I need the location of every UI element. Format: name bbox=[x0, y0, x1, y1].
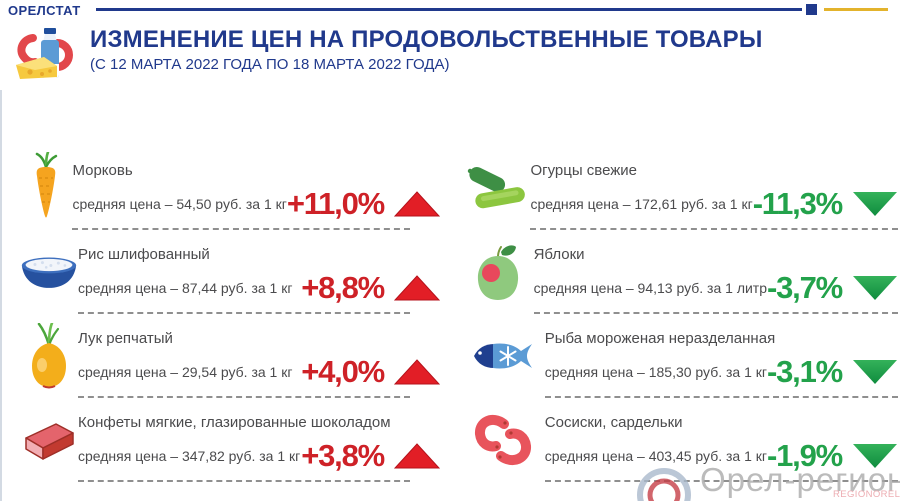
sausage-icon bbox=[462, 398, 545, 482]
cucumber-icon bbox=[462, 146, 530, 230]
trend-down-icon bbox=[852, 359, 898, 385]
product-row-rice: Рис шлифованный средняя цена – 87,44 руб… bbox=[20, 230, 440, 314]
column-price-up: Морковь средняя цена – 54,50 руб. за 1 к… bbox=[20, 146, 440, 482]
product-price: средняя цена – 94,13 руб. за 1 литр bbox=[533, 280, 768, 296]
price-change-value: -3,7% bbox=[767, 270, 843, 305]
product-name: Рыба мороженая неразделанная bbox=[544, 330, 776, 347]
dashed-separator bbox=[78, 396, 410, 398]
food-basket-icon bbox=[14, 24, 74, 87]
header-rule-gold bbox=[824, 8, 888, 11]
product-price: средняя цена – 54,50 руб. за 1 кг bbox=[72, 196, 287, 212]
price-change-value: -3,1% bbox=[767, 354, 843, 389]
product-name: Рис шлифованный bbox=[78, 246, 210, 263]
trend-up-icon bbox=[394, 275, 440, 301]
product-row-candy: Конфеты мягкие, глазированные шоколадом … bbox=[20, 398, 440, 482]
price-change-value: +4,0% bbox=[301, 354, 385, 389]
trend-down-icon bbox=[852, 443, 898, 469]
trend-up-icon bbox=[394, 443, 440, 469]
product-price: средняя цена – 347,82 руб. за 1 кг bbox=[78, 448, 301, 464]
product-name: Огурцы свежие bbox=[530, 162, 638, 179]
carrot-icon bbox=[20, 146, 72, 230]
product-row-onion: Лук репчатый средняя цена – 29,54 руб. з… bbox=[20, 314, 440, 398]
price-change-value: -1,9% bbox=[767, 438, 843, 473]
trend-down-icon bbox=[852, 191, 898, 217]
product-price: средняя цена – 87,44 руб. за 1 кг bbox=[78, 280, 293, 296]
product-row-apple: Яблоки средняя цена – 94,13 руб. за 1 ли… bbox=[462, 230, 898, 314]
left-edge-line bbox=[0, 90, 2, 501]
watermark-site: REGIONOREL.RU bbox=[833, 489, 900, 500]
dashed-separator bbox=[544, 480, 898, 482]
apple-icon bbox=[462, 230, 534, 314]
frozen-fish-icon bbox=[462, 314, 545, 398]
header-rule-square bbox=[806, 4, 817, 15]
product-name: Сосиски, сардельки bbox=[544, 414, 683, 431]
page-title: ИЗМЕНЕНИЕ ЦЕН НА ПРОДОВОЛЬСТВЕННЫЕ ТОВАР… bbox=[90, 26, 763, 53]
product-name: Конфеты мягкие, глазированные шоколадом bbox=[78, 414, 391, 431]
product-row-carrot: Морковь средняя цена – 54,50 руб. за 1 к… bbox=[20, 146, 440, 230]
product-price: средняя цена – 29,54 руб. за 1 кг bbox=[78, 364, 293, 380]
price-change-value: +11,0% bbox=[286, 186, 385, 221]
product-price: средняя цена – 172,61 руб. за 1 кг bbox=[530, 196, 753, 212]
dashed-separator bbox=[72, 228, 410, 230]
brand-label: ОРЕЛСТАТ bbox=[8, 3, 81, 18]
dashed-separator bbox=[533, 312, 898, 314]
onion-icon bbox=[20, 314, 78, 398]
rice-bowl-icon bbox=[20, 230, 78, 314]
dashed-separator bbox=[530, 228, 898, 230]
product-row-sausages: Сосиски, сардельки средняя цена – 403,45… bbox=[462, 398, 898, 482]
candy-icon bbox=[20, 398, 78, 482]
product-row-cucumber: Огурцы свежие средняя цена – 172,61 руб.… bbox=[462, 146, 898, 230]
product-name: Лук репчатый bbox=[78, 330, 173, 347]
price-change-value: +8,8% bbox=[301, 270, 385, 305]
product-name: Яблоки bbox=[533, 246, 585, 263]
dashed-separator bbox=[544, 396, 898, 398]
dashed-separator bbox=[78, 480, 410, 482]
trend-up-icon bbox=[394, 359, 440, 385]
page-subtitle: (С 12 МАРТА 2022 ГОДА ПО 18 МАРТА 2022 Г… bbox=[90, 56, 450, 73]
price-change-value: +3,8% bbox=[301, 438, 385, 473]
product-name: Морковь bbox=[72, 162, 133, 179]
price-change-value: -11,3% bbox=[752, 186, 844, 221]
product-price: средняя цена – 185,30 руб. за 1 кг bbox=[544, 364, 768, 380]
trend-up-icon bbox=[394, 191, 440, 217]
header-rule bbox=[96, 8, 802, 11]
trend-down-icon bbox=[852, 275, 898, 301]
dashed-separator bbox=[78, 312, 410, 314]
product-price: средняя цена – 403,45 руб. за 1 кг bbox=[544, 448, 768, 464]
product-row-fish: Рыба мороженая неразделанная средняя цен… bbox=[462, 314, 898, 398]
column-price-down: Огурцы свежие средняя цена – 172,61 руб.… bbox=[462, 146, 898, 482]
